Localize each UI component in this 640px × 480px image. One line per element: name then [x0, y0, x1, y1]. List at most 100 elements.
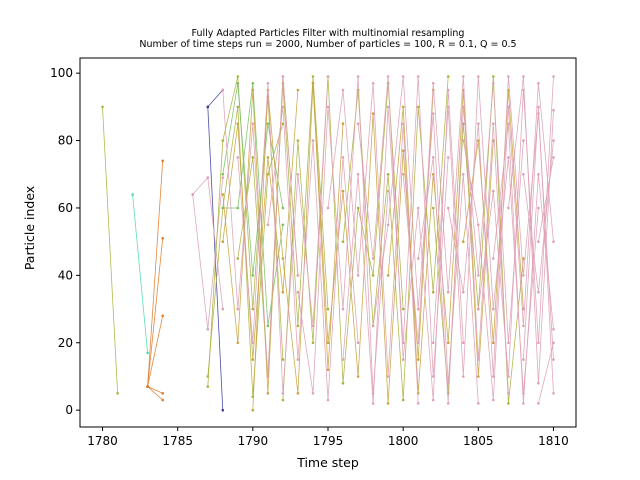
particle-lineage	[537, 156, 555, 243]
particle-point	[507, 75, 510, 78]
particle-point	[326, 368, 330, 372]
y-tick-label: 100	[50, 66, 73, 80]
particle-point	[386, 189, 390, 193]
particle-point	[296, 392, 300, 395]
particle-point	[492, 375, 495, 378]
particle-point	[462, 105, 465, 109]
particle-point	[266, 156, 270, 159]
particle-point	[281, 257, 285, 260]
particle-point	[266, 122, 270, 125]
particle-point	[371, 402, 375, 405]
particle-point	[356, 341, 360, 345]
particle-point	[236, 257, 240, 260]
particle-point	[311, 75, 315, 78]
particle-point	[477, 75, 480, 78]
particle-point	[281, 398, 285, 402]
lineage-path	[132, 194, 148, 353]
particle-point	[326, 398, 330, 402]
particle-point	[296, 173, 300, 176]
particle-point	[296, 274, 300, 277]
particle-point	[311, 139, 315, 142]
particle-point	[326, 105, 330, 109]
particle-lineage	[101, 105, 119, 395]
particle-point	[356, 75, 360, 78]
particle-point	[416, 358, 420, 361]
particle-lineage	[146, 385, 164, 402]
x-tick-label: 1790	[238, 434, 269, 448]
particle-point	[477, 402, 480, 405]
lineage-path	[147, 315, 164, 387]
particle-lineage	[522, 105, 555, 395]
particle-point	[401, 398, 405, 402]
particle-point	[371, 257, 375, 260]
particle-point	[522, 257, 525, 260]
particle-point	[446, 206, 450, 210]
particle-point	[296, 290, 300, 294]
particle-point	[236, 307, 240, 311]
particle-point	[431, 398, 435, 402]
particle-point	[462, 75, 465, 78]
particle-point	[537, 240, 540, 243]
particle-lineage	[131, 193, 149, 355]
particle-point	[507, 122, 510, 125]
particle-point	[507, 156, 510, 159]
particle-point	[401, 149, 405, 152]
particle-point	[221, 176, 225, 179]
particle-lineage	[522, 139, 555, 294]
particle-point	[416, 307, 420, 311]
particle-point	[552, 341, 555, 345]
y-axis-ticks: 0 20 40 60 80 100	[50, 66, 80, 417]
particle-point	[416, 257, 420, 260]
particle-point	[537, 290, 540, 294]
particle-point	[492, 189, 495, 193]
particle-point	[206, 328, 210, 331]
particle-point	[341, 358, 345, 361]
particle-point	[552, 156, 555, 159]
particle-point	[522, 274, 525, 277]
particle-point	[371, 324, 375, 328]
particle-point	[386, 274, 390, 277]
particle-point	[311, 392, 315, 395]
particle-point	[552, 139, 555, 142]
particle-point	[507, 105, 510, 109]
particle-point	[552, 392, 555, 395]
particle-point	[281, 75, 285, 78]
lineage-path	[147, 386, 163, 401]
lineage-path	[147, 238, 164, 387]
y-tick-label: 60	[58, 201, 73, 215]
particle-point	[296, 358, 300, 361]
x-tick-label: 1780	[87, 434, 118, 448]
x-tick-label: 1785	[162, 434, 193, 448]
particle-point	[146, 351, 149, 355]
particle-point	[296, 324, 300, 328]
particle-point	[221, 307, 225, 311]
chart-subtitle: Number of time steps run = 2000, Number …	[139, 39, 516, 50]
x-axis-ticks: 1780 1785 1790 1795 1800 1805 1810	[87, 427, 569, 448]
particle-point	[221, 193, 225, 196]
lineage-path	[102, 106, 118, 394]
particle-point	[462, 173, 465, 176]
x-tick-label: 1805	[463, 434, 494, 448]
particle-point	[161, 237, 164, 240]
particle-point	[537, 341, 540, 345]
particle-point	[206, 375, 210, 378]
particle-point	[206, 385, 210, 388]
particle-point	[281, 206, 285, 210]
particle-point	[341, 240, 345, 243]
particle-point	[206, 176, 210, 179]
particle-point	[326, 341, 330, 345]
y-tick-label: 20	[58, 336, 73, 350]
particle-point	[431, 375, 435, 378]
particle-point	[492, 257, 495, 260]
particle-point	[522, 358, 525, 361]
particle-point	[492, 341, 495, 345]
plot-area	[101, 75, 555, 412]
chart-title: Fully Adapted Particles Filter with mult…	[192, 28, 465, 39]
particle-point	[416, 206, 420, 210]
particle-lineage	[236, 75, 330, 395]
particle-point	[386, 402, 390, 405]
particle-point	[446, 75, 450, 78]
y-tick-label: 0	[65, 403, 73, 417]
particle-point	[281, 105, 285, 109]
